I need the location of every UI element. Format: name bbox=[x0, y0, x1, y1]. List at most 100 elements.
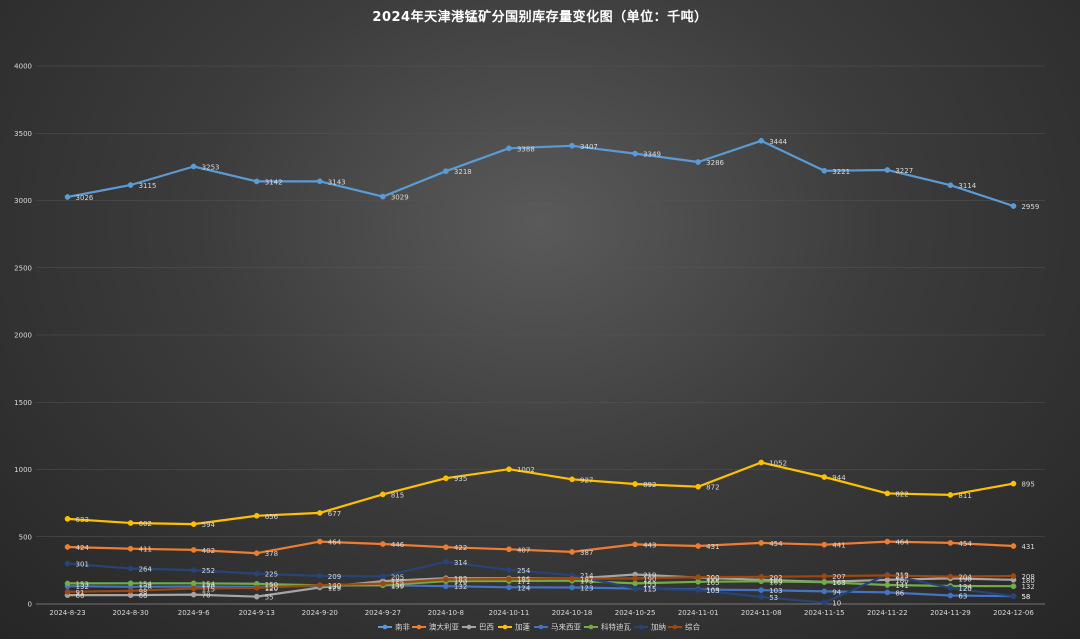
data-label: 132 bbox=[1021, 583, 1034, 591]
data-label: 204 bbox=[958, 574, 972, 582]
data-label: 190 bbox=[958, 575, 971, 583]
x-tick-label: 2024-11-29 bbox=[930, 609, 971, 617]
data-label: 58 bbox=[1021, 593, 1030, 601]
data-label: 185 bbox=[517, 576, 530, 584]
data-point bbox=[64, 588, 71, 595]
data-point bbox=[884, 589, 891, 596]
data-label: 153 bbox=[643, 580, 656, 588]
y-tick-label: 2500 bbox=[14, 264, 32, 272]
data-label: 464 bbox=[328, 539, 342, 547]
data-label: 205 bbox=[391, 573, 404, 581]
data-point bbox=[695, 543, 702, 549]
series-line-6 bbox=[67, 579, 1014, 588]
data-label: 633 bbox=[76, 516, 89, 524]
data-label: 254 bbox=[517, 567, 531, 575]
y-tick-label: 2000 bbox=[14, 332, 32, 340]
data-point bbox=[316, 510, 323, 516]
data-point bbox=[506, 145, 512, 152]
data-point bbox=[316, 178, 323, 185]
x-tick-label: 2024-11-22 bbox=[867, 609, 908, 617]
data-point bbox=[253, 593, 260, 600]
data-label: 378 bbox=[265, 550, 278, 558]
data-label: 3253 bbox=[202, 163, 220, 171]
data-point bbox=[443, 576, 449, 583]
data-label: 150 bbox=[265, 581, 278, 589]
legend-marker-2 bbox=[416, 624, 422, 630]
data-point bbox=[379, 541, 386, 547]
data-label: 202 bbox=[769, 574, 782, 582]
data-point bbox=[506, 576, 512, 582]
data-point bbox=[632, 481, 638, 487]
data-label: 165 bbox=[706, 579, 719, 587]
data-label: 1052 bbox=[769, 460, 787, 468]
y-tick-label: 0 bbox=[28, 601, 32, 609]
data-label: 123 bbox=[328, 584, 341, 592]
data-point bbox=[947, 492, 954, 498]
data-label: 454 bbox=[958, 540, 972, 548]
data-label: 128 bbox=[139, 584, 152, 592]
data-point bbox=[253, 178, 260, 185]
legend-label-3: 巴西 bbox=[479, 623, 494, 632]
legend-label-5: 马来西亚 bbox=[551, 623, 581, 632]
data-point bbox=[127, 565, 134, 572]
data-point bbox=[127, 520, 134, 526]
data-point bbox=[1010, 593, 1017, 600]
data-point bbox=[1010, 543, 1017, 549]
data-label: 135 bbox=[328, 583, 341, 591]
data-label: 55 bbox=[265, 594, 274, 602]
data-point bbox=[695, 159, 702, 165]
series-line-8 bbox=[67, 574, 1014, 593]
data-point bbox=[379, 193, 386, 200]
data-point bbox=[695, 587, 702, 593]
data-label: 935 bbox=[454, 475, 467, 483]
data-point bbox=[64, 516, 71, 522]
data-point bbox=[632, 575, 638, 582]
data-point bbox=[190, 591, 197, 598]
data-label: 139 bbox=[391, 582, 404, 590]
data-point bbox=[506, 584, 512, 591]
data-point bbox=[758, 459, 765, 466]
data-label: 152 bbox=[391, 581, 404, 589]
data-label: 822 bbox=[895, 490, 908, 498]
data-point bbox=[758, 573, 765, 580]
data-label: 602 bbox=[139, 520, 152, 528]
data-point bbox=[379, 491, 386, 498]
data-label: 169 bbox=[769, 578, 782, 586]
data-label: 108 bbox=[706, 586, 719, 594]
data-label: 815 bbox=[391, 491, 404, 499]
data-label: 407 bbox=[517, 546, 530, 554]
legend-label-7: 加纳 bbox=[651, 622, 666, 632]
data-label: 411 bbox=[139, 546, 152, 554]
data-label: 207 bbox=[832, 573, 845, 581]
data-label: 225 bbox=[265, 571, 278, 579]
data-label: 3142 bbox=[265, 178, 283, 186]
y-tick-label: 3500 bbox=[14, 130, 32, 138]
data-label: 3221 bbox=[832, 168, 850, 176]
data-point bbox=[758, 594, 765, 600]
data-label: 431 bbox=[706, 543, 719, 551]
data-label: 173 bbox=[580, 578, 593, 586]
series-line-2 bbox=[67, 540, 1014, 555]
data-point bbox=[884, 572, 891, 579]
data-point bbox=[443, 544, 449, 551]
x-tick-label: 2024-10-11 bbox=[489, 609, 530, 617]
legend-marker-3 bbox=[466, 624, 472, 630]
data-label: 264 bbox=[139, 565, 153, 573]
data-label: 252 bbox=[202, 567, 215, 575]
data-label: 190 bbox=[643, 575, 656, 583]
data-point bbox=[821, 588, 828, 595]
data-label: 98 bbox=[139, 588, 148, 596]
series-line-4 bbox=[67, 461, 1014, 526]
data-point bbox=[64, 580, 71, 587]
data-point bbox=[569, 142, 575, 149]
data-point bbox=[190, 521, 197, 527]
data-point bbox=[127, 580, 134, 587]
data-point bbox=[506, 566, 512, 573]
legend-marker-6 bbox=[588, 624, 594, 630]
data-point bbox=[443, 583, 449, 590]
data-label: 3026 bbox=[76, 194, 94, 202]
data-point bbox=[64, 194, 71, 200]
data-label: 86 bbox=[895, 589, 904, 597]
data-label: 446 bbox=[391, 541, 405, 549]
